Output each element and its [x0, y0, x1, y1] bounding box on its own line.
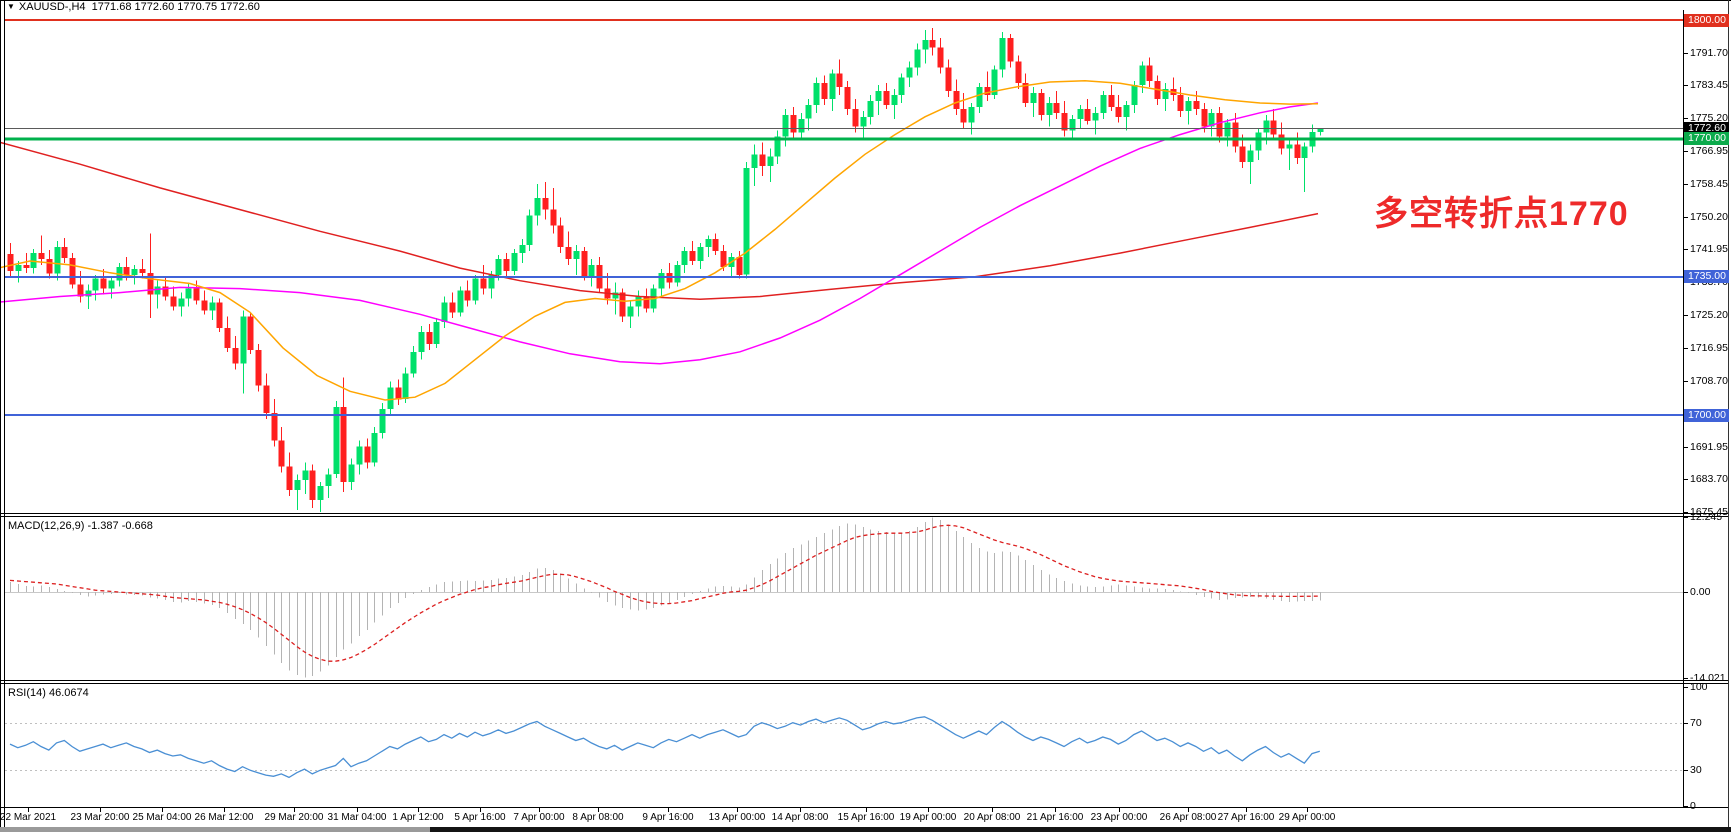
time-label: 19 Apr 00:00: [899, 812, 957, 823]
macd-tick-label: -14.021: [1690, 672, 1726, 684]
rsi-tick-label: 30: [1690, 764, 1702, 776]
symbol-period-label: XAUUSD-,H4: [18, 1, 86, 13]
price-line-badge: 1735.00: [1684, 270, 1729, 283]
time-label: 20 Apr 08:00: [963, 812, 1021, 823]
ohlc-values: 1771.68 1772.60 1770.75 1772.60: [91, 1, 260, 13]
time-label: 26 Apr 08:00: [1159, 812, 1217, 823]
time-label: 29 Mar 20:00: [264, 812, 324, 823]
annotation-text: 多空转折点1770: [1374, 195, 1629, 233]
macd-tick-label: 12.245: [1690, 511, 1723, 523]
time-label: 31 Mar 04:00: [327, 812, 387, 823]
time-label: 13 Apr 00:00: [708, 812, 766, 823]
macd-tick-label: 0.00: [1690, 586, 1711, 598]
price-tick-label: 1775.20: [1690, 112, 1728, 124]
macd-indicator-label: MACD(12,26,9) -1.387 -0.668: [8, 520, 153, 532]
time-label: 23 Mar 20:00: [70, 812, 130, 823]
time-label: 26 Mar 12:00: [194, 812, 254, 823]
price-tick-label: 1783.45: [1690, 79, 1728, 91]
price-line-badge: 1770.00: [1684, 132, 1729, 145]
rsi-indicator-label: RSI(14) 46.0674: [8, 687, 89, 699]
time-label: 23 Apr 00:00: [1090, 812, 1148, 823]
time-label: 29 Apr 00:00: [1278, 812, 1336, 823]
price-tick-label: 1725.20: [1690, 309, 1728, 321]
price-tick-label: 1708.70: [1690, 375, 1728, 387]
time-label: 8 Apr 08:00: [572, 812, 624, 823]
price-tick-label: 1791.70: [1690, 47, 1728, 59]
symbol-dropdown-icon[interactable]: ▼: [7, 2, 15, 11]
price-tick-label: 1750.20: [1690, 211, 1728, 223]
price-tick-label: 1716.95: [1690, 342, 1728, 354]
time-label: 5 Apr 16:00: [454, 812, 506, 823]
chart-title: ▼ XAUUSD-,H4 1771.68 1772.60 1770.75 1772…: [7, 1, 260, 13]
price-tick-label: 1683.70: [1690, 473, 1728, 485]
time-label: 9 Apr 16:00: [642, 812, 694, 823]
price-line-badge: 1772.60: [1684, 122, 1729, 135]
price-tick-label: 1675.45: [1690, 506, 1728, 518]
time-label: 1 Apr 12:00: [392, 812, 444, 823]
price-tick-label: 1758.45: [1690, 178, 1728, 190]
rsi-tick-label: 0: [1690, 800, 1696, 812]
price-line-badge: 1800.00: [1684, 14, 1729, 27]
time-label: 15 Apr 16:00: [837, 812, 895, 823]
rsi-tick-label: 70: [1690, 717, 1702, 729]
price-line-badge: 1700.00: [1684, 409, 1729, 422]
price-tick-label: 1741.95: [1690, 243, 1728, 255]
rsi-tick-label: 100: [1690, 681, 1708, 693]
time-label: 14 Apr 08:00: [771, 812, 829, 823]
time-label: 22 Mar 2021: [0, 812, 57, 823]
time-label: 21 Apr 16:00: [1026, 812, 1084, 823]
price-tick-label: 1766.95: [1690, 145, 1728, 157]
time-label: 25 Mar 04:00: [132, 812, 192, 823]
price-tick-label: 1691.95: [1690, 441, 1728, 453]
time-label: 7 Apr 00:00: [513, 812, 565, 823]
time-label: 27 Apr 16:00: [1217, 812, 1275, 823]
